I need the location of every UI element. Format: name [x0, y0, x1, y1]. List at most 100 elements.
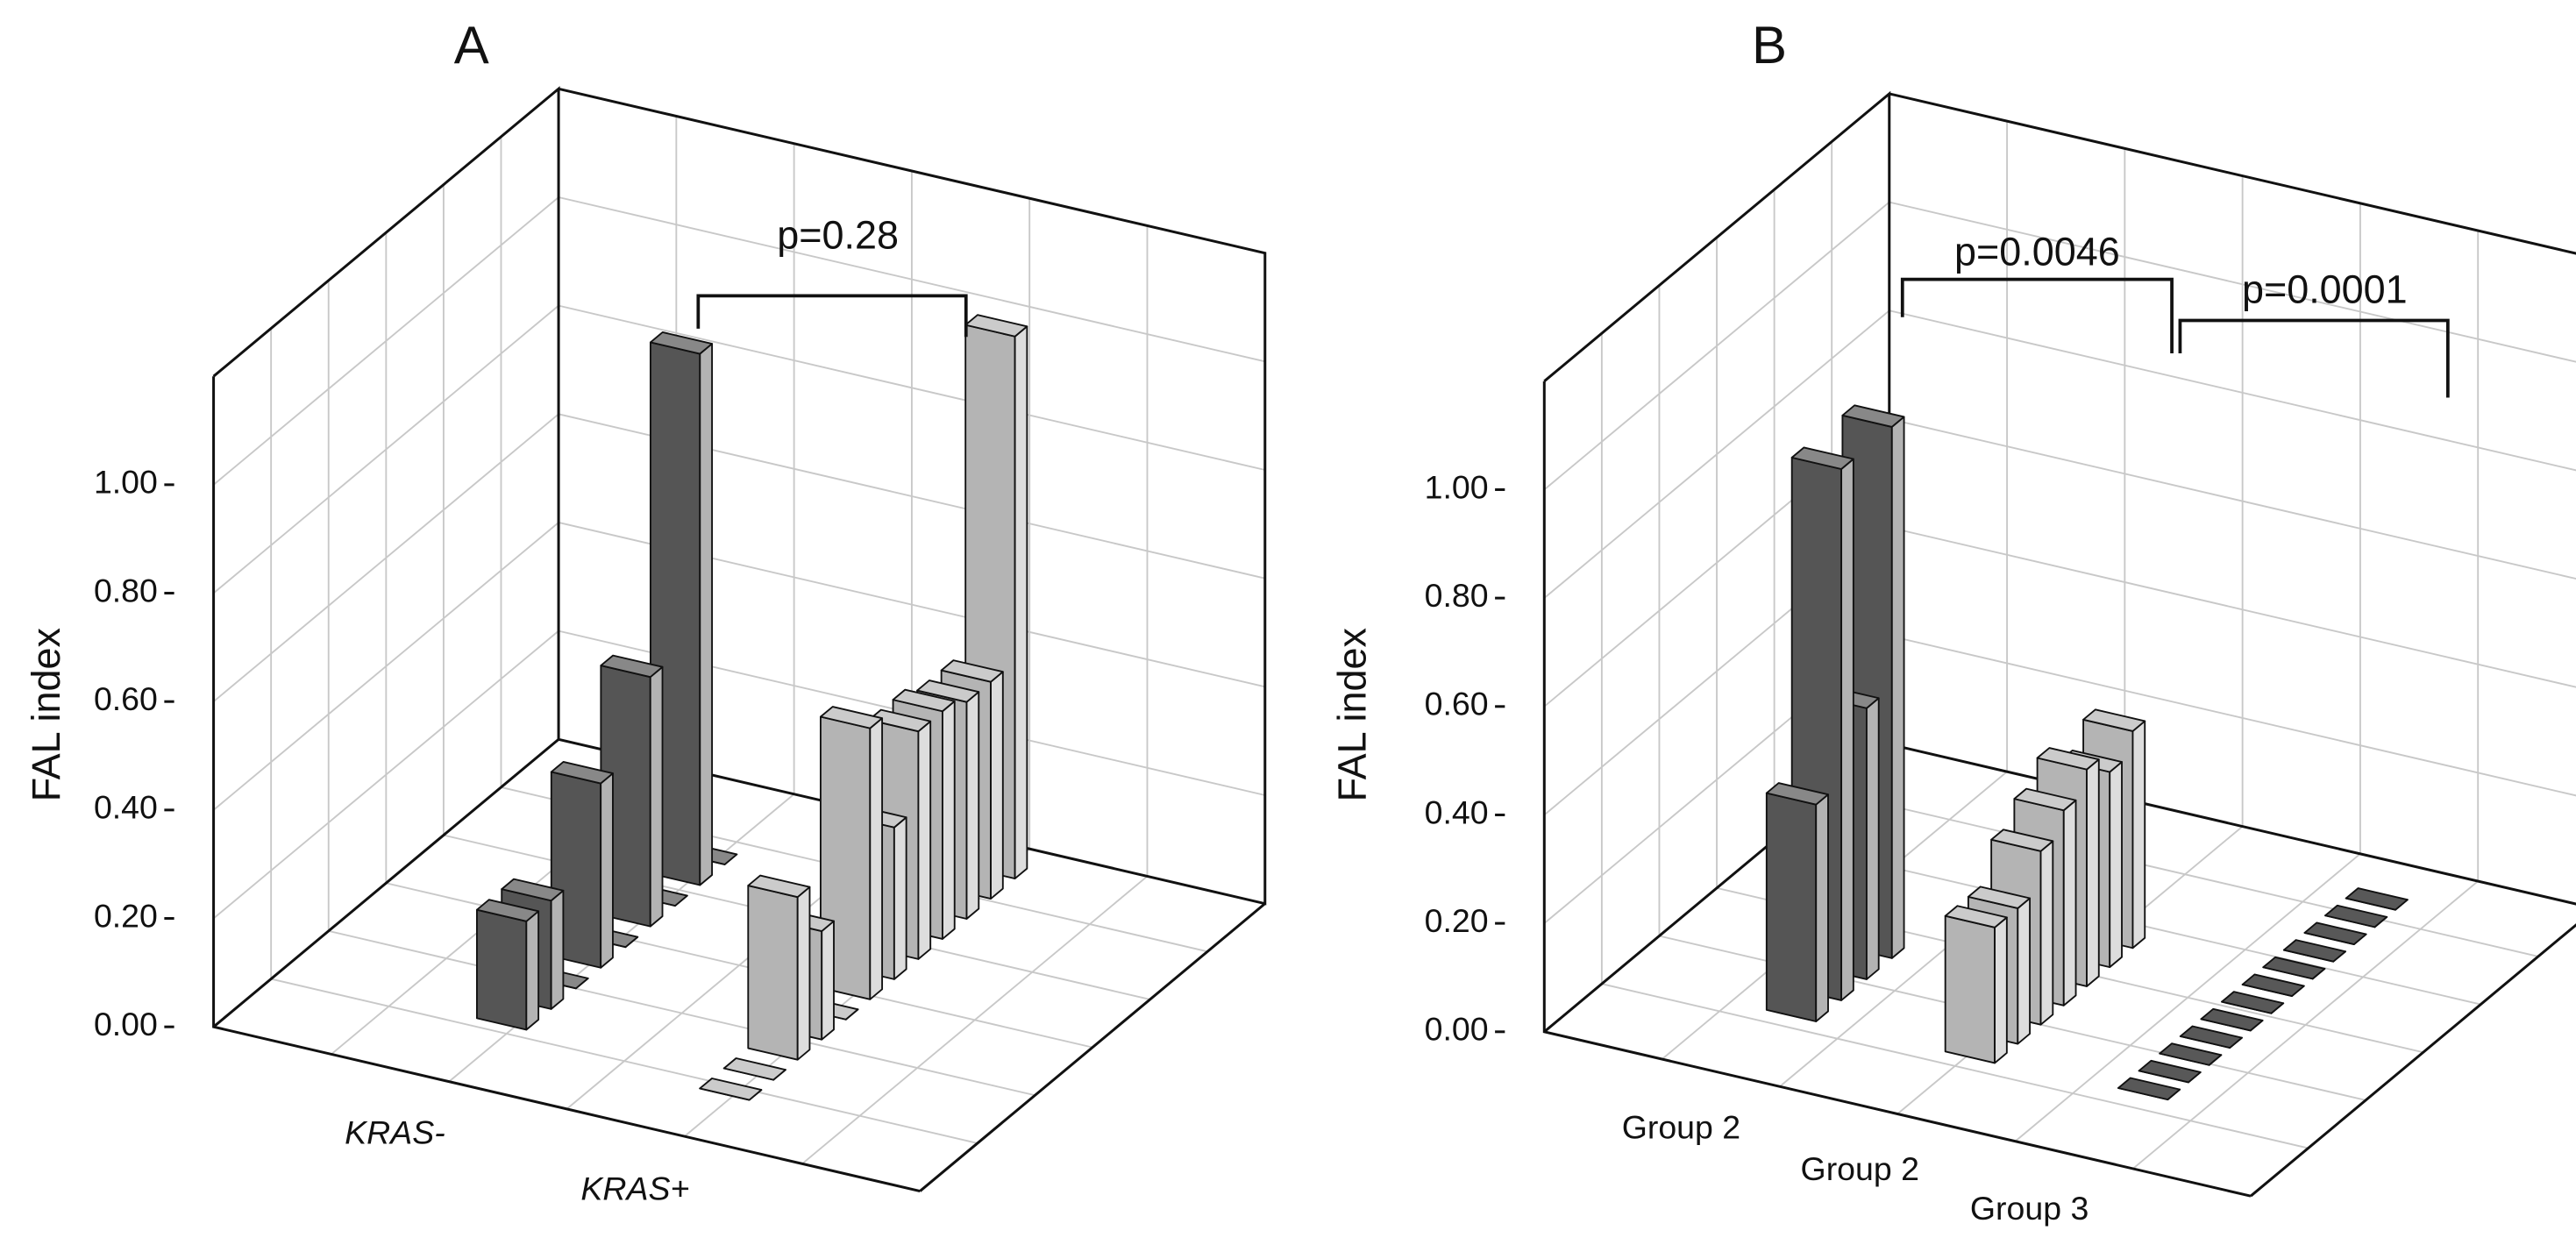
bar-top: [2345, 887, 2409, 911]
bar-top: [2324, 904, 2388, 928]
bar-side: [2131, 720, 2146, 950]
bar-side: [2017, 897, 2032, 1045]
bracket: [2178, 318, 2450, 398]
bar-front: [747, 885, 799, 1061]
bar-side: [1866, 697, 1880, 980]
y-tick-label: 0.80: [1425, 577, 1489, 614]
bar-side: [942, 700, 956, 940]
chart-title: A: [454, 16, 489, 75]
chart: B FAL index 0.00 0.20 0.40 0.60 0.80 1.00 Group …: [1330, 16, 2576, 1227]
bar-side: [893, 816, 907, 980]
bar-top: [2036, 747, 2100, 771]
bar-side: [990, 671, 1004, 900]
floor-edge: [2250, 923, 2576, 1198]
bar: [699, 1078, 763, 1101]
x-tick-label: KRAS-: [345, 1114, 445, 1151]
bar-top: [2282, 939, 2346, 963]
y-axis-label: FAL index: [24, 628, 68, 801]
bar: [1765, 782, 1829, 1022]
bar: [2241, 973, 2305, 997]
bar-top: [2221, 991, 2285, 1014]
bar-side: [917, 720, 932, 960]
bar-top: [2082, 708, 2146, 732]
bar-top: [1967, 886, 2032, 909]
bar-side: [2062, 799, 2077, 1007]
bar-top: [1841, 404, 1905, 428]
bar: [2324, 904, 2388, 928]
chart: A FAL index 0.00 0.20 0.40 0.60 0.80 1.00 KRAS- K…: [24, 16, 1267, 1206]
bar-top: [2303, 921, 2367, 945]
annotation: p=0.28: [777, 213, 899, 258]
bar-side: [2109, 761, 2123, 969]
bar-front: [476, 908, 528, 1031]
y-axis-label: FAL index: [1330, 628, 1375, 801]
bar: [2221, 991, 2285, 1014]
bar-top: [600, 654, 664, 679]
bar-top: [964, 314, 1028, 338]
floor-edge: [212, 738, 560, 1028]
wall-edge: [1543, 90, 2576, 906]
bar-top: [2138, 1059, 2202, 1084]
bar: [2345, 887, 2409, 911]
bar-front: [1765, 792, 1818, 1022]
bar-top: [2117, 1077, 2181, 1101]
bar-top: [819, 706, 884, 729]
floor-grid: [1831, 791, 2539, 957]
floor-grid: [801, 875, 1149, 1165]
bar-top: [747, 874, 811, 899]
grid-line: [212, 630, 1265, 920]
x-tick-label: KRAS+: [580, 1170, 689, 1206]
bar-top: [1990, 829, 2054, 852]
bar-top: [2179, 1025, 2243, 1049]
bar-side: [2039, 840, 2054, 1026]
x-tick-label: Group 2: [1801, 1150, 1919, 1187]
bar-side: [1840, 458, 1854, 1001]
bar-top: [2241, 973, 2305, 997]
floor-grid: [2132, 880, 2479, 1170]
bar-top: [1765, 782, 1829, 806]
bar-top: [550, 761, 614, 785]
bracket: [1900, 277, 2174, 353]
bar-side: [550, 889, 565, 1010]
bar: [2282, 939, 2346, 963]
bar-side: [821, 920, 835, 1041]
bar: [2200, 1007, 2264, 1032]
y-tick-label: 1.00: [94, 464, 158, 501]
grid-line: [212, 521, 1265, 811]
bar-top: [916, 679, 980, 703]
bar: [2179, 1025, 2243, 1049]
bar: [747, 874, 811, 1061]
bar-side: [600, 772, 614, 969]
y-tick-label: 0.20: [94, 897, 158, 934]
y-tick-label: 0.00: [1425, 1011, 1489, 1048]
grid-line: [1543, 417, 2576, 708]
bar-side: [1890, 416, 1905, 959]
bracket: [696, 294, 968, 338]
grid-line: [212, 196, 1265, 486]
bar: [476, 899, 540, 1031]
annotation: p=0.0046: [1954, 229, 2120, 274]
y-tick-label: 0.00: [94, 1006, 158, 1042]
y-tick-label: 0.60: [1425, 686, 1489, 722]
y-tick-label: 0.20: [1425, 902, 1489, 939]
y-tick-label: 0.60: [94, 680, 158, 717]
bar: [2117, 1077, 2181, 1101]
bar-top: [501, 878, 565, 902]
bar-side: [869, 717, 884, 1000]
bar-top: [1944, 905, 2008, 928]
grid-line: [212, 304, 1265, 594]
bar-side: [1815, 793, 1829, 1022]
grid-line: [212, 413, 1265, 702]
bar-top: [699, 1078, 763, 1101]
wall-edge: [212, 86, 1267, 906]
bar-top: [476, 899, 540, 922]
bar-side: [965, 691, 980, 920]
bar-side: [796, 886, 811, 1061]
bar-top: [2200, 1007, 2264, 1032]
bar-side: [525, 910, 540, 1031]
y-tick-label: 0.40: [94, 789, 158, 826]
y-tick-label: 0.80: [94, 572, 158, 608]
bar-side: [2086, 758, 2100, 987]
bar-top: [649, 331, 714, 355]
